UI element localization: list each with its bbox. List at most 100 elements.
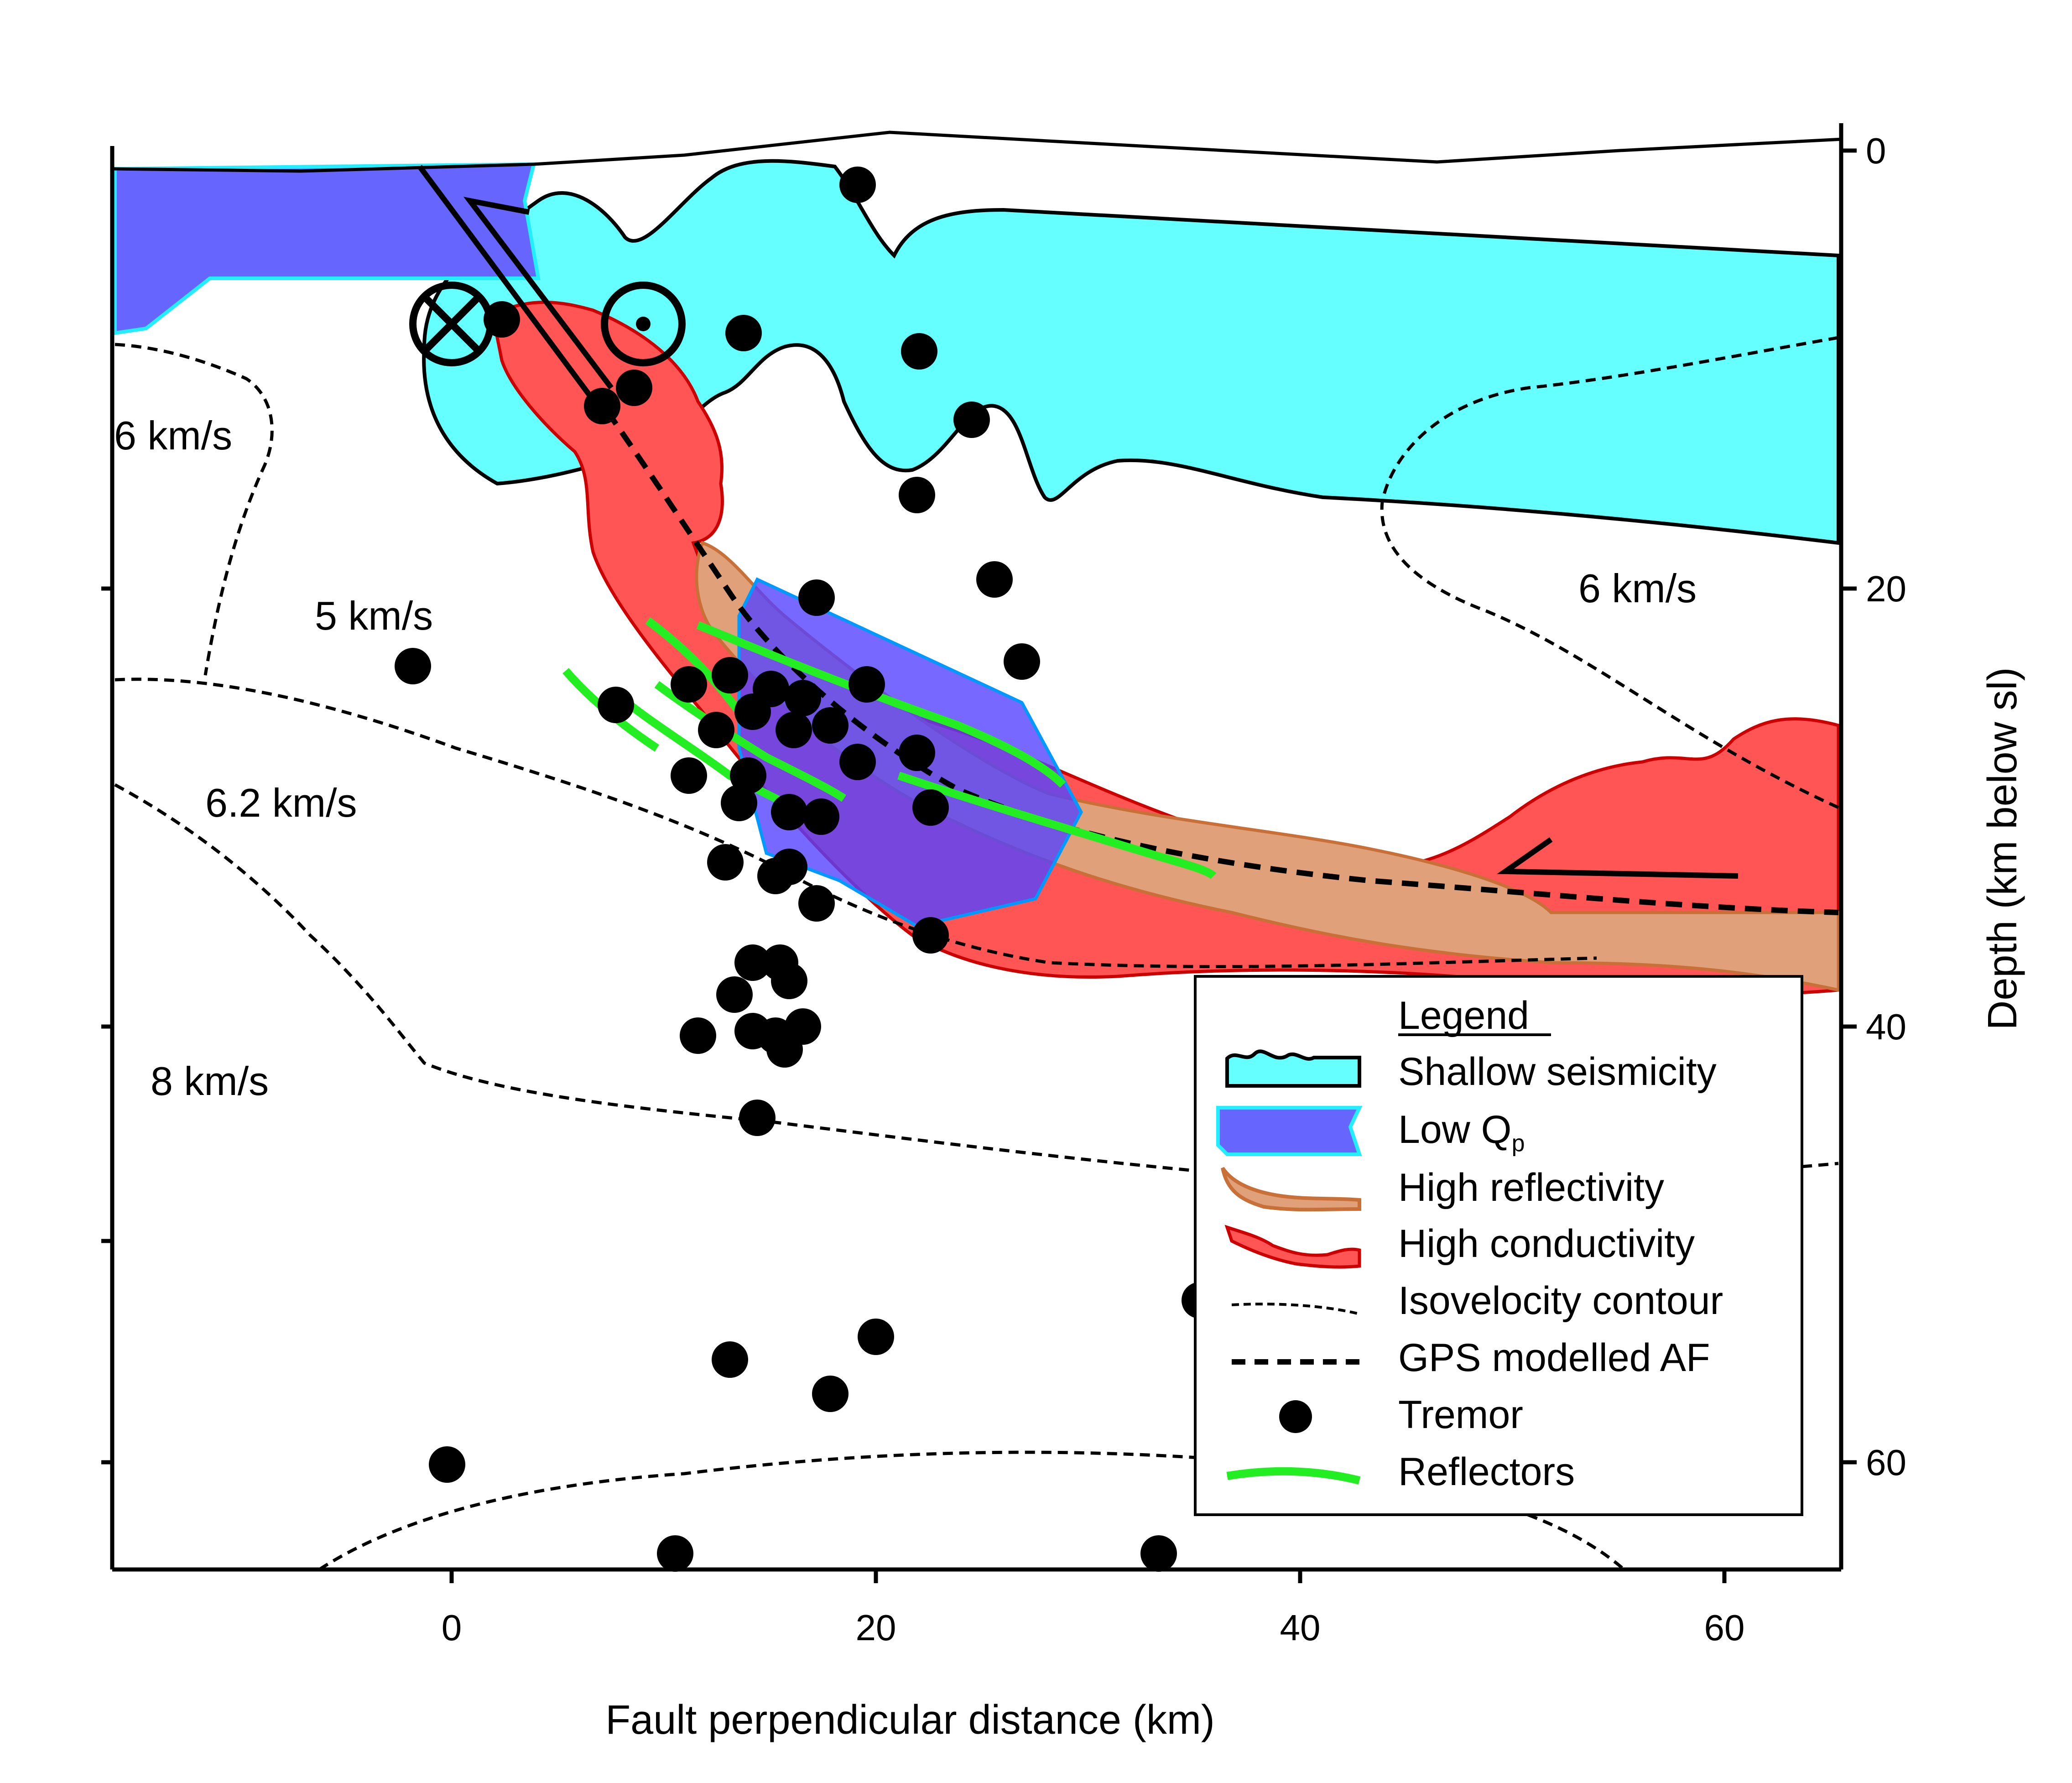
tremor-point [771,963,807,999]
tremor-point [899,477,935,513]
tremor-point [798,885,835,922]
tremor-point [739,1100,776,1136]
y-axis-title: Depth (km below sl) [1980,667,2025,1030]
x-tick-label: 60 [1704,1607,1745,1648]
shallow-fault-arrow [417,165,614,408]
velocity-label: 6 km/s [114,413,232,458]
legend-label-subscript: p [1512,1130,1525,1157]
topography-line [112,130,1843,173]
tremor-point [912,917,949,954]
reflector [613,690,787,807]
legend-label: Shallow seismicity [1398,1050,1717,1094]
y-tick-label: 60 [1866,1442,1906,1483]
tremor-point [734,693,771,730]
isovelocity-contour [115,343,274,676]
tremor-point [429,1446,465,1483]
tremor-point [671,666,707,703]
tremor-point [899,735,935,771]
legend-label: Tremor [1398,1393,1523,1437]
tremor-point [798,579,835,616]
tremor-point [812,707,849,744]
reflector [645,617,743,714]
velocity-label: 5 km/s [315,593,433,638]
tremor-point [771,794,807,830]
x-tick-label: 20 [856,1607,896,1648]
x-tick-label: 40 [1280,1607,1321,1648]
tremor-point [598,687,634,723]
y-tick-label: 0 [1866,130,1886,171]
tremor-point [395,648,431,684]
shallow-seismicity-swatch [1225,1049,1361,1088]
reflector-line [1226,1467,1361,1485]
out-of-page-symbol [601,282,686,366]
legend-label: Reflectors [1398,1450,1575,1494]
high-conductivity-swatch [1224,1225,1361,1269]
legend-title: Legend [1398,994,1529,1037]
tremor-point [839,167,876,203]
into-page-symbol [409,282,494,366]
tremor-point [712,1341,748,1378]
legend-label: Low Qp [1398,1108,1525,1157]
velocity-label: 6.2 km/s [205,780,357,825]
y-tick-label: 40 [1866,1006,1906,1047]
reflectors [562,617,1217,879]
strike-slip-symbols [409,282,686,366]
high-reflectivity-swatch [1221,1167,1361,1212]
legend-label: High reflectivity [1398,1166,1664,1210]
isovelocity-contour [1380,336,1839,809]
tremor-point [912,789,949,826]
tremor-point [812,1376,849,1412]
tremor-point [698,712,734,748]
tremor-point [1004,643,1040,680]
low-qp-shallow-region [113,162,541,335]
tremor-point [849,666,885,703]
tremor-point [712,657,748,693]
tremor-point [901,333,937,370]
tremor-point [803,798,839,835]
velocity-labels: 6 km/s 5 km/s 6.2 km/s 8 km/s 6 km/s [114,413,1697,1104]
tremor-point [839,744,876,780]
tremor-point [776,712,812,748]
tick-marks [101,148,1857,1583]
tremor-point [707,844,744,881]
deep-fault-arrow [1497,837,1739,879]
tremor-point [725,315,762,351]
low-qp-swatch [1216,1106,1363,1156]
isovelocity-line [1231,1303,1360,1315]
tremor-point [716,976,753,1013]
tremor-points [395,167,1218,1572]
velocity-label: 6 km/s [1578,566,1697,611]
x-tick-labels: 0 20 40 60 [442,1607,1745,1648]
reflector [696,621,1066,788]
tremor-dot [1279,1400,1312,1433]
axes-frame [110,123,1843,1572]
reflector [654,681,846,802]
tremor-point [721,785,757,821]
tremor-point [785,680,821,716]
isovelocity-contour [318,1450,1625,1571]
legend-label: High conductivity [1398,1222,1695,1266]
tremor-point [953,401,990,438]
tremor-point [858,1319,894,1355]
legend: Legend Shallow seismicity Low Qp High re… [1194,975,1803,1516]
y-tick-label: 20 [1866,568,1906,609]
tremor-point [734,944,771,981]
velocity-label: 8 km/s [151,1058,269,1104]
tremor-point [680,1017,716,1054]
tremor-point [671,757,707,794]
legend-label: Isovelocity contour [1398,1279,1723,1323]
tremor-point [616,370,652,406]
plot-area [112,130,1843,1572]
tremor-point [766,1031,803,1068]
fault-motion-arrows [417,165,1739,879]
legend-label: GPS modelled AF [1398,1336,1710,1380]
y-tick-labels: 0 20 40 60 [1866,130,1906,1483]
tremor-point [657,1535,693,1572]
tremor-point [1140,1535,1177,1572]
tremor-point [976,561,1013,598]
x-tick-label: 0 [442,1607,462,1648]
tremor-point [771,849,807,885]
x-axis-title: Fault perpendicular distance (km) [605,1697,1215,1743]
reflector [897,772,1217,879]
